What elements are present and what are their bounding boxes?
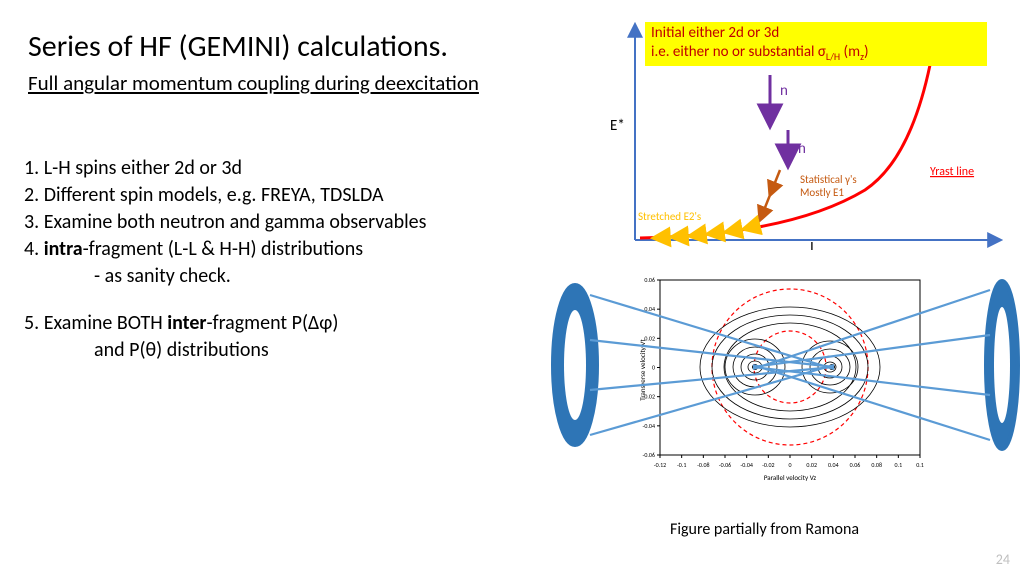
b4-post: -fragment (L-L & H-H) distributions <box>83 237 363 261</box>
svg-text:0.1: 0.1 <box>895 461 903 469</box>
svg-text:-0.08: -0.08 <box>697 461 709 469</box>
bullet-2: 2. Different spin models, e.g. FREYA, TD… <box>24 182 524 209</box>
velocity-contour-figure: -0.06 -0.04 -0.02 0 0.02 0.04 0.06 -0.12 -0.1 -0… <box>550 250 1020 530</box>
yellow-line1: Initial either 2d or 3d <box>651 24 981 43</box>
yellow-line2: i.e. either no or substantial σL/H (mz) <box>651 43 981 64</box>
stat-arrow-2 <box>760 195 770 220</box>
svg-text:0.02: 0.02 <box>806 461 817 469</box>
contour-ylabel: Transverse velocity Vt <box>638 339 647 401</box>
y-axis-label: E* <box>610 117 625 135</box>
svg-text:0.04: 0.04 <box>828 461 839 469</box>
bullet-1: 1. L-H spins either 2d or 3d <box>24 155 524 182</box>
yellow-callout: Initial either 2d or 3d i.e. either no o… <box>645 22 987 66</box>
stat-label-1: Statistical γ's <box>800 173 857 186</box>
stat-label-2: Mostly E1 <box>800 186 844 199</box>
stretched-arrows <box>654 225 760 238</box>
b5-post: -fragment P(Δφ) <box>207 311 339 335</box>
stretched-label: Stretched E2's <box>638 210 701 223</box>
bullet-list: 1. L-H spins either 2d or 3d 2. Differen… <box>24 155 524 364</box>
slide-subtitle: Full angular momentum coupling during de… <box>28 70 479 96</box>
svg-text:0.06: 0.06 <box>644 276 655 284</box>
yb2b: (m <box>840 43 860 61</box>
bullet-3: 3. Examine both neutron and gamma observ… <box>24 209 524 236</box>
slide-title: Series of HF (GEMINI) calculations. <box>28 28 448 65</box>
page-number: 24 <box>996 551 1010 568</box>
left-lens <box>553 285 597 445</box>
svg-text:0.06: 0.06 <box>850 461 861 469</box>
x-axis-label: I <box>810 239 814 250</box>
svg-text:0: 0 <box>788 461 791 469</box>
right-lens <box>986 281 1018 449</box>
yb2c: ) <box>864 43 869 61</box>
svg-text:-0.02: -0.02 <box>762 461 774 469</box>
svg-text:0.08: 0.08 <box>871 461 882 469</box>
b4-bold: intra <box>44 237 83 261</box>
n-label-1: n <box>780 82 788 100</box>
b5-bold: inter <box>167 311 206 335</box>
bullet-5-sub: and P(θ) distributions <box>24 337 524 364</box>
svg-text:-0.1: -0.1 <box>677 461 686 469</box>
svg-text:-0.06: -0.06 <box>643 451 655 459</box>
svg-text:0.1: 0.1 <box>916 461 924 469</box>
svg-text:-0.06: -0.06 <box>719 461 731 469</box>
yb2sub: L/H <box>826 50 840 63</box>
contour-xlabel: Parallel velocity Vz <box>764 473 817 482</box>
bullet-5: 5. Examine BOTH inter-fragment P(Δφ) <box>24 310 524 337</box>
bullet-4-sub: - as sanity check. <box>24 263 524 290</box>
svg-text:-0.04: -0.04 <box>740 461 752 469</box>
n-label-2: n <box>798 140 806 158</box>
svg-text:-0.04: -0.04 <box>643 422 655 430</box>
svg-text:-0.12: -0.12 <box>654 461 666 469</box>
stat-arrow-1 <box>770 170 780 195</box>
contour-plot: -0.06 -0.04 -0.02 0 0.02 0.04 0.06 -0.12 -0.1 -0… <box>638 276 924 482</box>
svg-text:0: 0 <box>652 364 655 372</box>
b4-pre: 4. <box>24 237 44 261</box>
figure-caption: Figure partially from Ramona <box>670 520 859 539</box>
yb2a: i.e. either no or substantial σ <box>651 43 826 61</box>
bullet-4: 4. intra-fragment (L-L & H-H) distributi… <box>24 236 524 263</box>
yrast-label: Yrast line <box>930 165 974 179</box>
b5-pre: 5. Examine BOTH <box>24 311 167 335</box>
